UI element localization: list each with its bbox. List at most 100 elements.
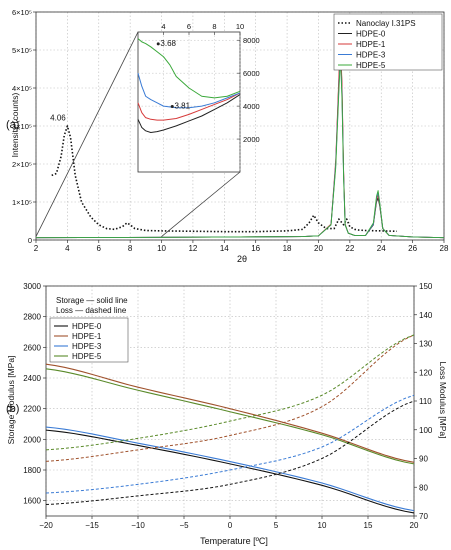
inset-series-line-3 bbox=[137, 38, 241, 99]
legend-b-label-3: HDPE-5 bbox=[72, 352, 102, 361]
b-x-tick-label-7: 15 bbox=[364, 521, 373, 530]
panel-a-label: (a) bbox=[6, 119, 19, 131]
loss-line-2 bbox=[45, 394, 415, 494]
inset-series-line-0 bbox=[137, 94, 241, 133]
inset-zoom-line-left bbox=[35, 31, 139, 237]
panel-b-label: (b) bbox=[6, 403, 19, 415]
b-x-tick-label-5: 5 bbox=[274, 521, 279, 530]
panel-b: (b) Storage Modulus [MPa] Loss Modulus [… bbox=[6, 282, 448, 546]
inset-y-tick-label-0: 2000 bbox=[243, 135, 260, 144]
inset-x-ticks: 4 6 8 10 bbox=[161, 22, 244, 35]
x-tick-label-8: 18 bbox=[283, 244, 292, 253]
panel-b-x-ticks: −20 −15 −10 −5 0 5 10 15 20 bbox=[39, 516, 419, 530]
y-tick-label-0: 0 bbox=[28, 236, 32, 245]
panel-a-y-axis-label: Intensity (counts) bbox=[10, 92, 20, 157]
inset-y-tick-label-1: 4000 bbox=[243, 102, 260, 111]
x-tick-label-4: 10 bbox=[157, 244, 166, 253]
legend-b-label-2: HDPE-3 bbox=[72, 342, 102, 351]
panel-a: (a) Intensity (counts) 2θ 2 4 6 8 10 12 14 16 18… bbox=[6, 8, 449, 264]
b-y-tick-label-5: 2600 bbox=[23, 343, 41, 352]
x-tick-label-1: 4 bbox=[65, 244, 70, 253]
b-right-y-tick-label-4: 110 bbox=[419, 397, 432, 406]
inset-y-tick-label-2: 6000 bbox=[243, 69, 260, 78]
b-right-y-tick-label-6: 130 bbox=[419, 340, 433, 349]
y-tick-label-1: 1×10⁵ bbox=[12, 198, 32, 207]
inset-annotation-1: 3.81 bbox=[174, 101, 190, 110]
b-y-tick-label-2: 2000 bbox=[23, 435, 41, 444]
panel-b-y-axis-label: Storage Modulus [MPa] bbox=[6, 356, 16, 445]
inset-grid bbox=[138, 32, 241, 172]
x-tick-label-13: 28 bbox=[440, 244, 449, 253]
x-tick-label-5: 12 bbox=[188, 244, 197, 253]
panel-a-legend-box bbox=[333, 13, 443, 71]
y-tick-label-5: 5×10⁵ bbox=[12, 46, 32, 55]
storage-line-2 bbox=[45, 426, 415, 512]
y-tick-label-6: 6×10⁵ bbox=[12, 8, 32, 17]
b-right-y-tick-label-0: 70 bbox=[419, 512, 428, 521]
loss-line-0 bbox=[45, 400, 415, 505]
b-x-tick-label-8: 20 bbox=[410, 521, 419, 530]
b-right-y-tick-label-7: 140 bbox=[419, 311, 433, 320]
x-tick-label-0: 2 bbox=[34, 244, 39, 253]
x-tick-label-6: 14 bbox=[220, 244, 229, 253]
legend-b-label-0: HDPE-0 bbox=[72, 322, 102, 331]
inset-x-tick-label-3: 10 bbox=[236, 22, 244, 31]
b-x-tick-label-0: −20 bbox=[39, 521, 53, 530]
panel-b-y-ticks: 1600 1800 2000 2200 2400 2600 2800 3000 bbox=[23, 282, 46, 506]
b-x-tick-label-6: 10 bbox=[318, 521, 327, 530]
b-y-tick-label-7: 3000 bbox=[23, 282, 41, 291]
inset-annotation-0: 3.68 bbox=[160, 39, 176, 48]
panel-b-legend-box bbox=[49, 317, 129, 363]
x-tick-label-9: 20 bbox=[314, 244, 323, 253]
x-tick-label-12: 26 bbox=[408, 244, 417, 253]
b-x-tick-label-1: −15 bbox=[85, 521, 99, 530]
loss-line-1 bbox=[45, 334, 415, 462]
inset-x-tick-label-0: 4 bbox=[161, 22, 165, 31]
b-x-tick-label-3: −5 bbox=[179, 521, 189, 530]
legend-a-label-1: HDPE-0 bbox=[356, 30, 386, 39]
inset-x-tick-label-2: 8 bbox=[212, 22, 216, 31]
panel-a-x-axis-label: 2θ bbox=[237, 254, 247, 264]
storage-line-1 bbox=[45, 363, 415, 463]
y-tick-label-4: 4×10⁵ bbox=[12, 84, 32, 93]
panel-b-series bbox=[45, 334, 415, 514]
series-line-4 bbox=[35, 57, 445, 239]
b-right-y-tick-label-1: 80 bbox=[419, 483, 428, 492]
legend-b-label-1: HDPE-1 bbox=[72, 332, 102, 341]
panel-a-y-ticks: 0 1×10⁵ 2×10⁵ 3×10⁵ 4×10⁵ 5×10⁵ 6×10⁵ bbox=[12, 8, 36, 245]
inset-x-tick-label-1: 6 bbox=[187, 22, 191, 31]
x-tick-label-11: 24 bbox=[377, 244, 386, 253]
b-y-tick-label-4: 2400 bbox=[23, 374, 41, 383]
b-y-tick-label-3: 2200 bbox=[23, 405, 41, 414]
y-tick-label-2: 2×10⁵ bbox=[12, 160, 32, 169]
panel-a-inset: 4 6 8 10 2000 4000 6000 8000 3.68 3.81 bbox=[137, 22, 260, 173]
inset-annotation-marker-0 bbox=[156, 42, 160, 46]
inset-series-line-2 bbox=[137, 73, 241, 109]
b-right-y-tick-label-2: 90 bbox=[419, 455, 428, 464]
loss-line-3 bbox=[45, 334, 415, 451]
panel-b-x-axis-label: Temperature [ºC] bbox=[200, 536, 268, 546]
b-right-y-tick-label-8: 150 bbox=[419, 282, 433, 291]
x-tick-label-10: 22 bbox=[345, 244, 354, 253]
annotation-0: 4.06 bbox=[50, 113, 66, 122]
inset-y-ticks: 2000 4000 6000 8000 bbox=[237, 36, 260, 144]
x-tick-label-7: 16 bbox=[251, 244, 260, 253]
storage-line-3 bbox=[45, 368, 415, 465]
panel-a-series bbox=[35, 38, 445, 239]
panel-a-annotations: 4.06 bbox=[50, 113, 66, 122]
b-right-y-tick-label-5: 120 bbox=[419, 368, 433, 377]
x-tick-label-2: 6 bbox=[97, 244, 102, 253]
b-x-tick-label-2: −10 bbox=[131, 521, 145, 530]
inset-series bbox=[137, 38, 241, 133]
inset-zoom-line-right bbox=[161, 171, 241, 237]
legend-a-label-0: Nanoclay I.31PS bbox=[356, 19, 416, 28]
note-storage: Storage — solid line bbox=[56, 296, 128, 305]
b-y-tick-label-1: 1800 bbox=[23, 466, 41, 475]
b-y-tick-label-6: 2800 bbox=[23, 313, 41, 322]
inset-annotations: 3.68 3.81 bbox=[156, 39, 191, 110]
panel-a-x-ticks: 2 4 6 8 10 12 14 16 18 20 22 24 26 28 bbox=[34, 240, 449, 253]
x-tick-label-3: 8 bbox=[128, 244, 133, 253]
legend-a-label-4: HDPE-5 bbox=[356, 61, 386, 70]
